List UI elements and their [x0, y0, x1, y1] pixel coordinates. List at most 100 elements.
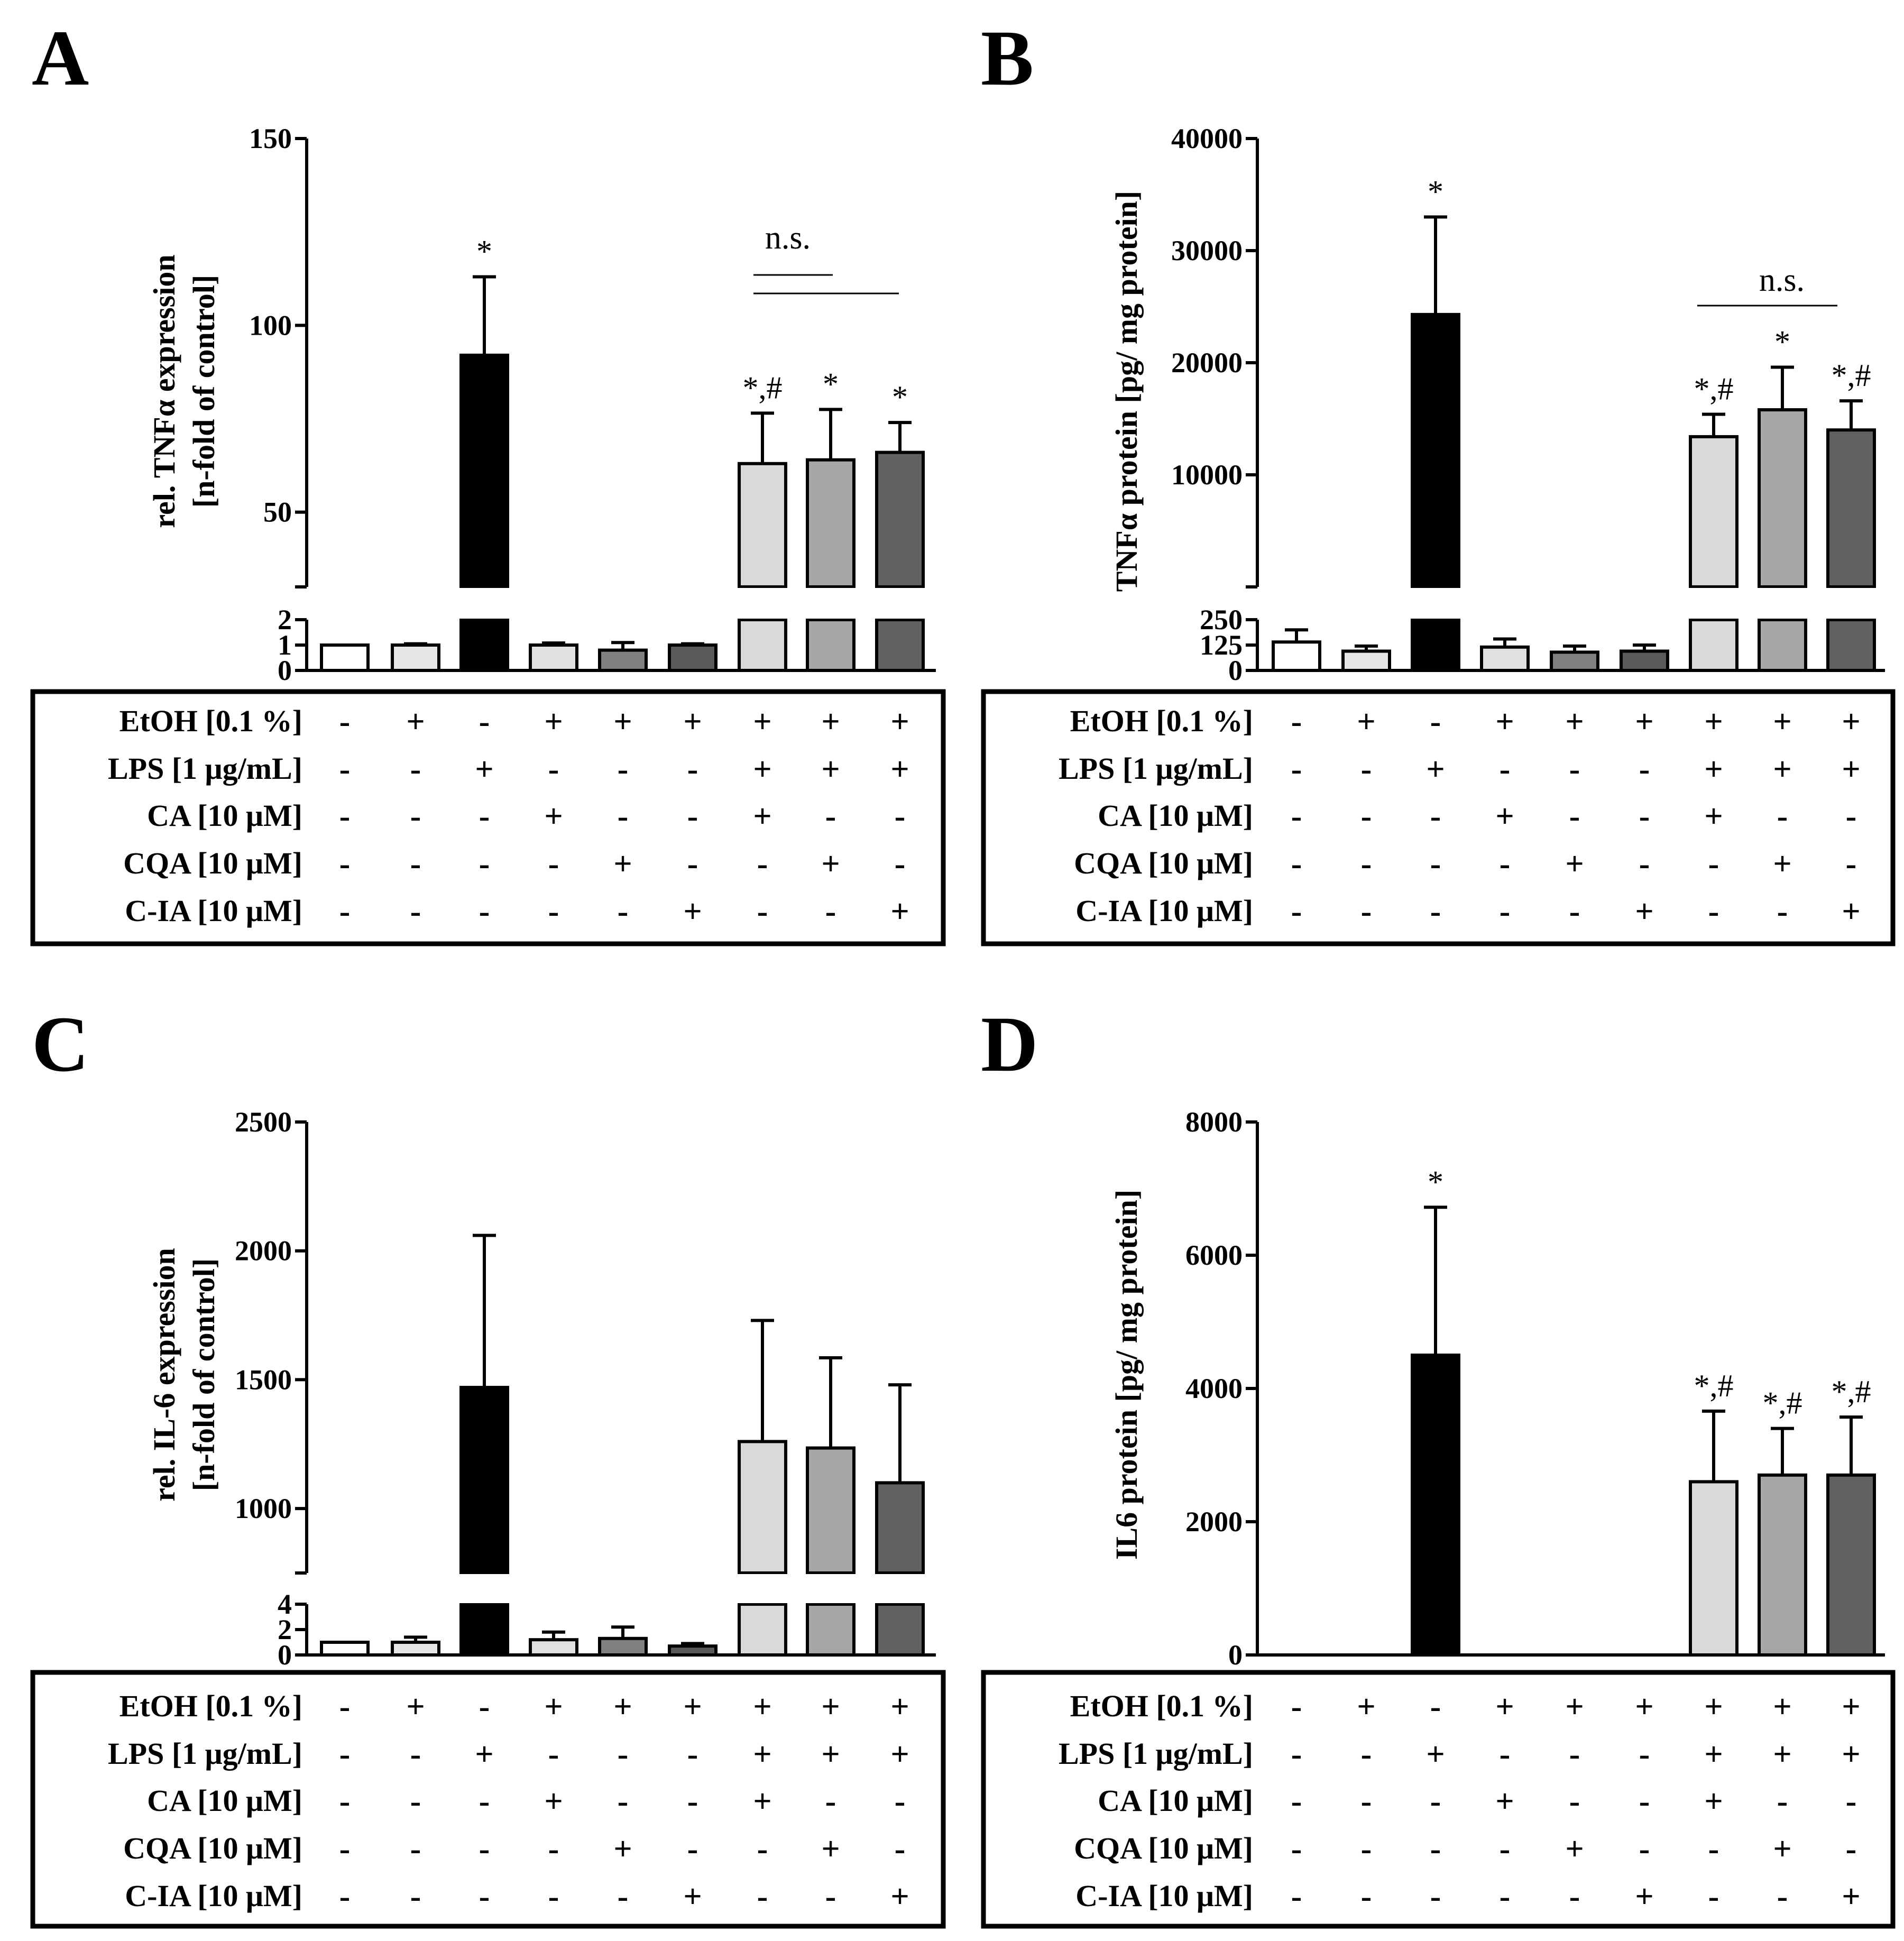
treatment-cell: - — [618, 751, 629, 787]
treatment-cell: + — [1842, 704, 1860, 740]
treatment-cell: + — [475, 751, 493, 787]
panel-a: 012 50 100 150 rel. TNFα expression [n-fold o… — [30, 123, 946, 946]
treatment-cell: + — [1842, 1736, 1860, 1772]
bar-lower — [459, 1603, 509, 1657]
treatment-cell: - — [1291, 1689, 1302, 1725]
treatment-cell: - — [895, 1831, 906, 1867]
bar — [1411, 1354, 1460, 1657]
treatment-cell: + — [1773, 751, 1791, 787]
axis-break-gap — [872, 588, 927, 619]
treatment-cell: + — [1773, 846, 1791, 882]
bar — [1620, 649, 1669, 673]
treatment-cell: - — [1430, 704, 1441, 740]
significance-marker: *,# — [1694, 1368, 1734, 1403]
axis-break-gap — [803, 588, 858, 619]
bar-lower — [875, 1603, 925, 1657]
bar-group — [391, 1635, 440, 1657]
treatment-cell: - — [548, 1831, 559, 1867]
bar-lower — [738, 1603, 787, 1657]
treatment-cell: - — [1361, 1736, 1372, 1772]
bar-upper — [459, 353, 509, 588]
y-tick-upper: 50 — [263, 496, 292, 528]
treatment-cell: + — [1842, 1689, 1860, 1725]
treatment-cell: - — [410, 751, 421, 787]
treatment-cell: - — [1291, 1783, 1302, 1819]
significance-marker: *,# — [1763, 1386, 1802, 1421]
bar-group — [598, 1625, 648, 1657]
treatment-row-label: EtOH [0.1 %] — [1070, 704, 1253, 738]
bar-group — [668, 642, 718, 672]
treatment-cell: + — [1704, 1689, 1723, 1725]
treatment-cell: + — [753, 1783, 771, 1819]
panel-label-c: C — [32, 1000, 89, 1088]
bar-group — [803, 1356, 858, 1657]
treatment-row-label: EtOH [0.1 %] — [119, 704, 302, 738]
treatment-cell: + — [890, 1879, 909, 1915]
treatment-cell: - — [339, 1736, 351, 1772]
bar-lower — [806, 618, 856, 672]
axis-break-gap — [872, 1574, 927, 1603]
panel-c: 024 1000 1500 2000 2500 rel. IL-6 expression[… — [30, 1106, 946, 1929]
treatment-cell: + — [475, 1736, 493, 1772]
significance-marker: * — [476, 234, 492, 269]
bar-lower — [875, 618, 925, 672]
treatment-cell: - — [479, 704, 490, 740]
bar — [1758, 1473, 1807, 1657]
treatment-cell: - — [1361, 894, 1372, 930]
treatment-cell: + — [1842, 894, 1860, 930]
treatment-cell: + — [1495, 1783, 1514, 1819]
treatment-cell: - — [618, 1783, 629, 1819]
treatment-cell: - — [687, 798, 698, 834]
treatment-table-border — [981, 689, 1896, 946]
treatment-row-label: C-IA [10 μM] — [1075, 1879, 1253, 1913]
treatment-cell: + — [683, 704, 702, 740]
treatment-cell: - — [1639, 1783, 1650, 1819]
treatment-cell: - — [1361, 1783, 1372, 1819]
treatment-cell: + — [821, 704, 840, 740]
treatment-cell: - — [1777, 798, 1788, 834]
treatment-cell: - — [757, 1879, 768, 1915]
y-tick-upper: 1500 — [235, 1364, 292, 1395]
treatment-cell: - — [479, 894, 490, 930]
significance-marker: *,# — [1832, 1374, 1871, 1409]
treatment-cell: - — [339, 1689, 351, 1725]
treatment-cell: - — [1846, 798, 1857, 834]
treatment-cell: - — [548, 894, 559, 930]
treatment-cell: - — [1500, 1879, 1511, 1915]
treatment-cell: - — [1639, 846, 1650, 882]
axis-break-gap — [1408, 588, 1463, 619]
treatment-cell: + — [821, 1736, 840, 1772]
bar — [391, 643, 440, 672]
treatment-cell: - — [1291, 704, 1302, 740]
bar-upper — [1826, 428, 1876, 588]
y-tick-lower: 4 — [278, 1588, 292, 1620]
treatment-row-label: C-IA [10 μM] — [125, 894, 302, 928]
y-tick-lower: 250 — [1200, 604, 1243, 636]
treatment-cell: - — [1361, 1879, 1372, 1915]
treatment-cell: + — [683, 1689, 702, 1725]
treatment-cell: - — [1569, 751, 1580, 787]
treatment-cell: - — [1500, 1831, 1511, 1867]
y-tick-lower: 2 — [278, 1614, 292, 1645]
treatment-cell: + — [1704, 751, 1723, 787]
bar-group: *,# — [1686, 372, 1741, 672]
treatment-cell: - — [479, 1783, 490, 1819]
treatment-row-label: LPS [1 μg/mL] — [1059, 751, 1253, 786]
y-tick-upper: 1000 — [235, 1493, 292, 1524]
treatment-row-label: CA [10 μM] — [1098, 1783, 1253, 1818]
bar — [320, 1641, 370, 1657]
bar-upper — [806, 458, 856, 588]
significance-marker: *,# — [1694, 372, 1734, 407]
bar-upper — [1411, 312, 1460, 588]
treatment-row-label: EtOH [0.1 %] — [1070, 1689, 1253, 1723]
treatment-cell: - — [1291, 1736, 1302, 1772]
treatment-cell: + — [1773, 704, 1791, 740]
bar-group: * — [872, 380, 927, 672]
bar-upper — [1758, 408, 1807, 588]
significance-marker: * — [1774, 324, 1790, 359]
treatment-cell: - — [479, 798, 490, 834]
bar-group: *,# — [1689, 1368, 1739, 1657]
bar-group — [598, 641, 648, 672]
treatment-cell: + — [890, 894, 909, 930]
